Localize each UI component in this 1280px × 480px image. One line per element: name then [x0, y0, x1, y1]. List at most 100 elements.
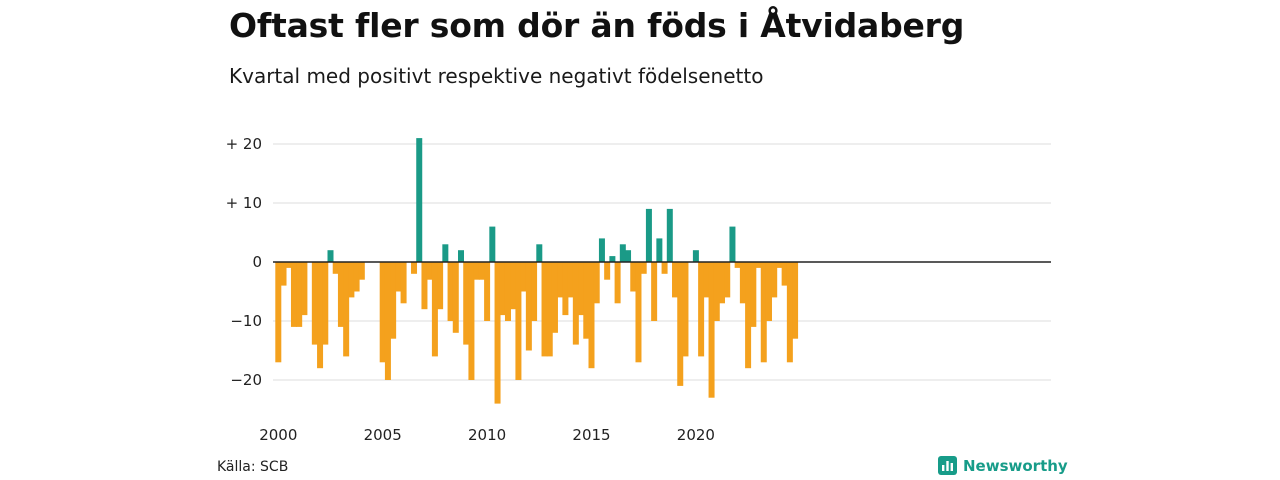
bar: [426, 262, 433, 280]
x-tick-label: 2010: [468, 426, 506, 444]
source-note: Källa: SCB: [217, 459, 289, 475]
bar: [656, 238, 663, 262]
bar: [729, 226, 736, 262]
gridlines: [273, 143, 1051, 381]
bar: [358, 262, 365, 280]
bar: [494, 262, 501, 404]
bar: [776, 262, 783, 268]
bar: [546, 262, 553, 357]
bar: [588, 262, 595, 369]
bar: [275, 262, 282, 363]
bar: [431, 262, 438, 357]
y-tick-label: −10: [230, 312, 262, 330]
bar: [661, 262, 668, 274]
bar: [337, 262, 344, 327]
bar: [499, 262, 506, 316]
bars: [275, 138, 799, 404]
bar: [739, 262, 746, 304]
chart-subtitle: Kvartal med positivt respektive negativt…: [229, 64, 764, 88]
bar: [750, 262, 757, 327]
bar: [489, 226, 496, 262]
bar: [520, 262, 527, 292]
bar: [635, 262, 642, 363]
bar: [614, 262, 621, 304]
bar: [468, 262, 475, 380]
bar: [625, 250, 632, 262]
bar: [395, 262, 402, 292]
bar: [760, 262, 767, 363]
bar: [781, 262, 788, 286]
bar: [411, 262, 418, 274]
bar: [290, 262, 297, 327]
bar: [698, 262, 705, 357]
bar: [792, 262, 799, 339]
bar: [384, 262, 391, 380]
bar: [437, 262, 444, 310]
bar: [572, 262, 579, 345]
brand-logo[interactable]: Newsworthy: [938, 456, 1068, 475]
chart-title: Oftast fler som dör än föds i Åtvidaberg: [229, 6, 965, 45]
bar: [541, 262, 548, 357]
bar: [765, 262, 772, 321]
bar: [651, 262, 658, 321]
bar: [755, 262, 762, 268]
bar: [562, 262, 569, 316]
x-tick-label: 2020: [677, 426, 715, 444]
bar: [630, 262, 637, 292]
bar: [619, 244, 626, 262]
bar: [645, 208, 652, 262]
bar: [442, 244, 449, 262]
x-tick-label: 2000: [259, 426, 297, 444]
bar: [672, 262, 679, 298]
bar: [447, 262, 454, 321]
bar: [379, 262, 386, 363]
bar: [510, 262, 517, 310]
bar: [557, 262, 564, 298]
bar: [515, 262, 522, 380]
bar: [598, 238, 605, 262]
bar-chart-icon: [938, 456, 957, 475]
bar: [531, 262, 538, 321]
bar: [593, 262, 600, 304]
bar: [692, 250, 699, 262]
brand-name: Newsworthy: [963, 456, 1068, 475]
bar: [703, 262, 710, 298]
bar: [317, 262, 324, 369]
x-axis-labels: 2000 2005 2010 2015 2020: [259, 426, 715, 444]
bar: [301, 262, 308, 316]
bar: [296, 262, 303, 327]
bar: [280, 262, 287, 286]
bar: [578, 262, 585, 316]
bar: [745, 262, 752, 369]
y-tick-label: + 20: [226, 135, 262, 153]
bar: [677, 262, 684, 386]
bar: [682, 262, 689, 357]
bar: [525, 262, 532, 351]
bar: [421, 262, 428, 310]
y-tick-label: −20: [230, 371, 262, 389]
bar: [604, 262, 611, 280]
bar: [640, 262, 647, 274]
bar: [609, 256, 616, 262]
bar: [332, 262, 339, 274]
bar: [390, 262, 397, 339]
bar: [452, 262, 459, 333]
bar: [473, 262, 480, 280]
y-axis-labels: + 20 + 10 0 −10 −20: [226, 135, 262, 389]
bar: [551, 262, 558, 333]
bar: [458, 250, 464, 262]
bar: [311, 262, 318, 345]
bar: [478, 262, 485, 280]
bar: [567, 262, 574, 298]
y-tick-label: 0: [252, 253, 262, 271]
bar: [463, 262, 470, 345]
x-tick-label: 2005: [364, 426, 402, 444]
bar: [327, 250, 334, 262]
bar: [713, 262, 720, 321]
bar: [353, 262, 360, 292]
bar: [348, 262, 355, 298]
bar: [771, 262, 778, 298]
bar: [786, 262, 793, 363]
bar: [484, 262, 491, 321]
